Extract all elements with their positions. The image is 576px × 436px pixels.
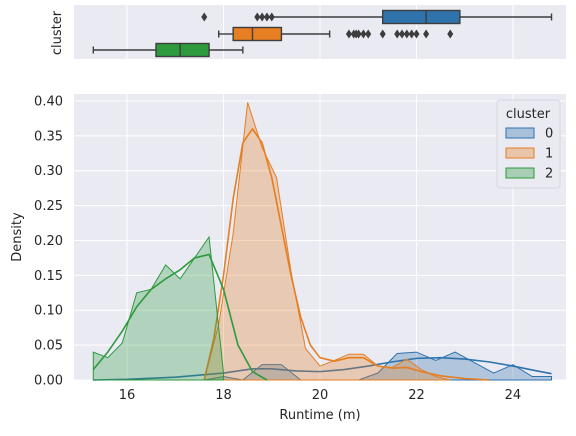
series-cluster-2 <box>92 235 268 381</box>
box-cluster-0 <box>201 9 553 25</box>
box-outlier <box>394 29 401 39</box>
box-outlier <box>345 29 352 39</box>
box-cluster-1 <box>218 26 454 42</box>
legend-title: cluster <box>506 107 551 122</box>
box-outlier <box>263 12 270 22</box>
series-cluster-1 <box>203 102 489 381</box>
kde-line <box>203 128 489 381</box>
legend-entries: 0 1 2 <box>505 127 553 182</box>
boxplot-marks <box>92 9 553 58</box>
box-iqr <box>155 42 210 58</box>
boxplot-y-axis-label: cluster <box>50 10 65 55</box>
box-iqr <box>232 26 283 42</box>
y-tick-label: 0.40 <box>34 94 63 109</box>
kde-line <box>93 356 552 381</box>
box-cluster-2 <box>92 42 244 58</box>
legend-swatch <box>505 127 535 139</box>
box-outlier <box>403 29 410 39</box>
box-iqr <box>382 9 461 25</box>
legend-entry-0: 0 <box>505 127 553 142</box>
histogram-area <box>92 235 225 381</box>
x-tick-label: 22 <box>408 388 425 403</box>
x-tick-labels: 16 18 20 22 24 <box>119 388 521 403</box>
legend-label: 1 <box>545 147 553 162</box>
series-cluster-0 <box>93 351 553 381</box>
density-panel: 16 18 20 22 24 0.000.050.100.150.200.250.300… <box>10 94 566 423</box>
box-outlier <box>259 12 266 22</box>
y-tick-label: 0.00 <box>34 374 63 389</box>
legend-label: 2 <box>545 167 553 182</box>
box-outlier <box>447 29 454 39</box>
y-tick-label: 0.20 <box>34 234 63 249</box>
y-tick-label: 0.35 <box>34 129 63 144</box>
legend: cluster 0 1 2 <box>496 99 561 189</box>
box-outlier <box>268 12 275 22</box>
box-outlier <box>408 29 415 39</box>
box-outlier <box>365 29 372 39</box>
kde-line <box>92 253 268 381</box>
box-outlier <box>355 29 362 39</box>
box-outlier <box>413 29 420 39</box>
box-outlier <box>360 29 367 39</box>
y-tick-label: 0.05 <box>34 339 63 354</box>
x-tick-label: 20 <box>312 388 329 403</box>
box-outlier <box>423 29 430 39</box>
legend-frame <box>496 99 561 189</box>
density-marks <box>92 102 553 381</box>
x-tick-label: 24 <box>505 388 522 403</box>
box-outlier <box>379 29 386 39</box>
y-tick-label: 0.15 <box>34 269 63 284</box>
box-outlier <box>399 29 405 39</box>
boxplot-panel: cluster <box>50 5 566 59</box>
x-axis-label: Runtime (m) <box>279 408 360 423</box>
y-tick-labels: 0.00 0.05 0.10 0.15 0.20 0.25 0.30 0.35 0.40 <box>34 94 63 388</box>
box-outlier <box>201 12 208 22</box>
legend-label: 0 <box>545 127 553 142</box>
box-outlier <box>254 12 261 22</box>
y-tick-label: 0.25 <box>34 199 63 214</box>
legend-swatch <box>505 167 535 179</box>
y-tick-label: 0.10 <box>34 304 63 319</box>
y-axis-label: Density <box>10 212 25 262</box>
x-tick-label: 18 <box>215 388 232 403</box>
x-tick-label: 16 <box>119 388 136 403</box>
legend-swatch <box>505 147 535 159</box>
legend-entry-1: 1 <box>505 147 553 162</box>
legend-entry-2: 2 <box>505 167 553 182</box>
y-tick-label: 0.30 <box>34 164 63 179</box>
